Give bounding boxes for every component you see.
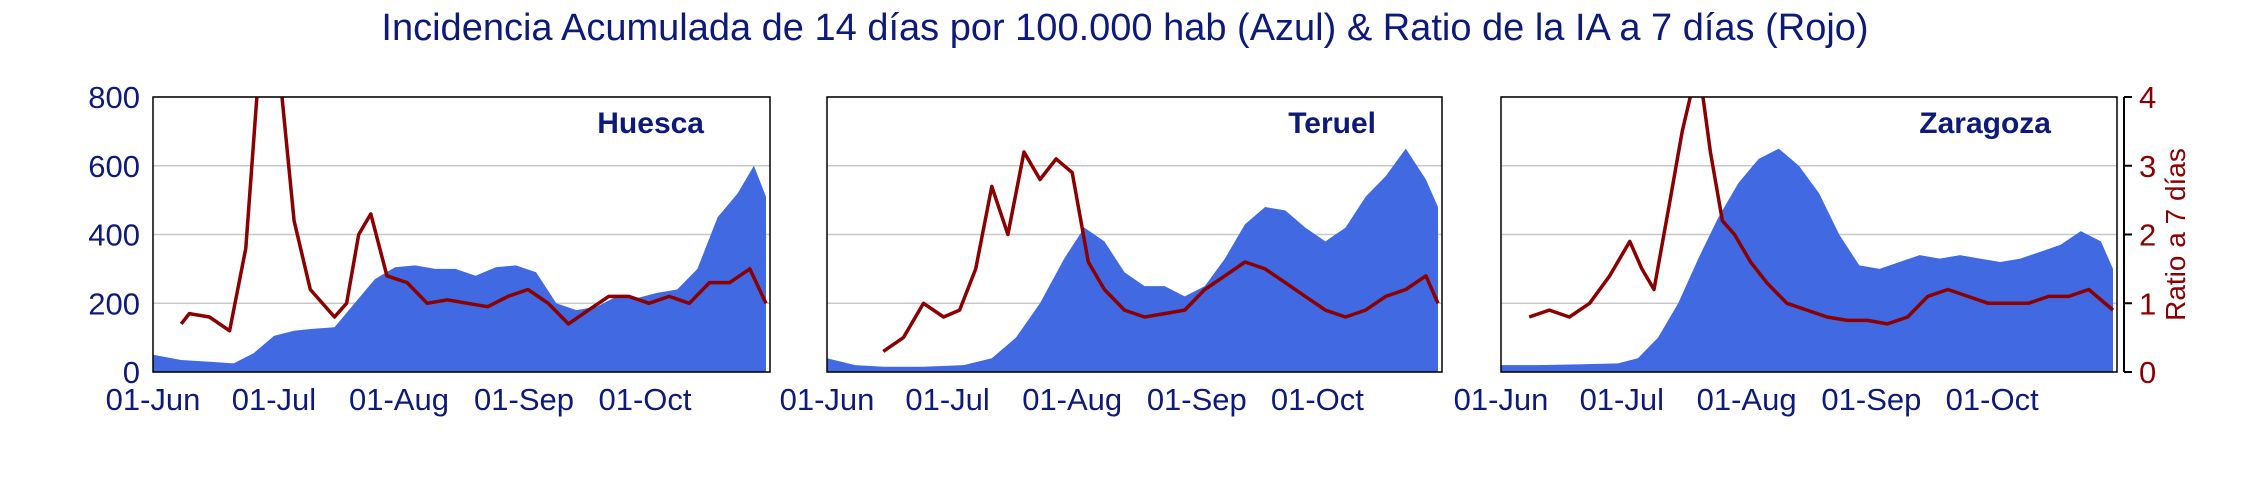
plot-frame (152, 96, 771, 373)
y2-tick-label: 0 (2139, 355, 2156, 390)
x-tick-label: 01-Jun (106, 382, 201, 417)
y-tick-label: 200 (88, 286, 140, 321)
x-tick-label: 01-Jun (780, 382, 875, 417)
x-tick-label: 01-Sep (474, 382, 574, 417)
incidence-area (153, 165, 766, 372)
x-tick-label: 01-Jul (1580, 382, 1664, 417)
y2-tick-label: 2 (2139, 218, 2156, 253)
panel-label: Teruel (1288, 107, 1376, 140)
x-tick-label: 01-Sep (1147, 382, 1247, 417)
x-tick-label: 01-Jun (1454, 382, 1549, 417)
y-tick-label: 400 (88, 218, 140, 253)
y2-tick-label: 3 (2139, 149, 2156, 184)
ratio-line (179, 97, 768, 333)
y-tick-label: 800 (88, 80, 140, 115)
panel-label: Zaragoza (1919, 107, 2051, 140)
x-tick-label: 01-Aug (349, 382, 449, 417)
ratio-line (1528, 97, 2115, 326)
y2-tick-label: 4 (2139, 80, 2156, 115)
plot-frame (826, 96, 1443, 373)
ratio-line (882, 150, 1440, 353)
incidence-area (1501, 148, 2113, 372)
panel-teruel: Teruel 01-Jun 01-Jul 01-Aug 01-Sep 01-Oct (780, 96, 1443, 417)
plot-area (1501, 97, 2115, 372)
panel-huesca: Huesca 01-Jun 01-Jul 01-Aug 01-Sep 01-Oct 0 200… (88, 80, 771, 417)
panel-zaragoza: Zaragoza 01-Jun 01-Jul 01-Aug 01-Sep 01-Oct 0 1… (1454, 80, 2191, 417)
x-tick-label: 01-Aug (1697, 382, 1797, 417)
x-tick-label: 01-Oct (1271, 382, 1364, 417)
x-tick-label: 01-Oct (1946, 382, 2039, 417)
plot-frame (1500, 96, 2118, 373)
plot-area (153, 97, 768, 372)
x-tick-label: 01-Sep (1821, 382, 1921, 417)
x-tick-label: 01-Jul (232, 382, 316, 417)
x-tick-label: 01-Oct (598, 382, 691, 417)
panel-label: Huesca (597, 107, 704, 140)
x-tick-label: 01-Aug (1022, 382, 1122, 417)
y-tick-label: 600 (88, 149, 140, 184)
y2-axis-label: Ratio a 7 días (2160, 148, 2191, 321)
chart-title: Incidencia Acumulada de 14 días por 100.… (381, 7, 1868, 49)
plot-area (827, 148, 1440, 372)
incidence-area (827, 148, 1438, 372)
x-tick-label: 01-Jul (905, 382, 989, 417)
y-tick-label: 0 (123, 355, 140, 390)
y2-tick-label: 1 (2139, 286, 2156, 321)
